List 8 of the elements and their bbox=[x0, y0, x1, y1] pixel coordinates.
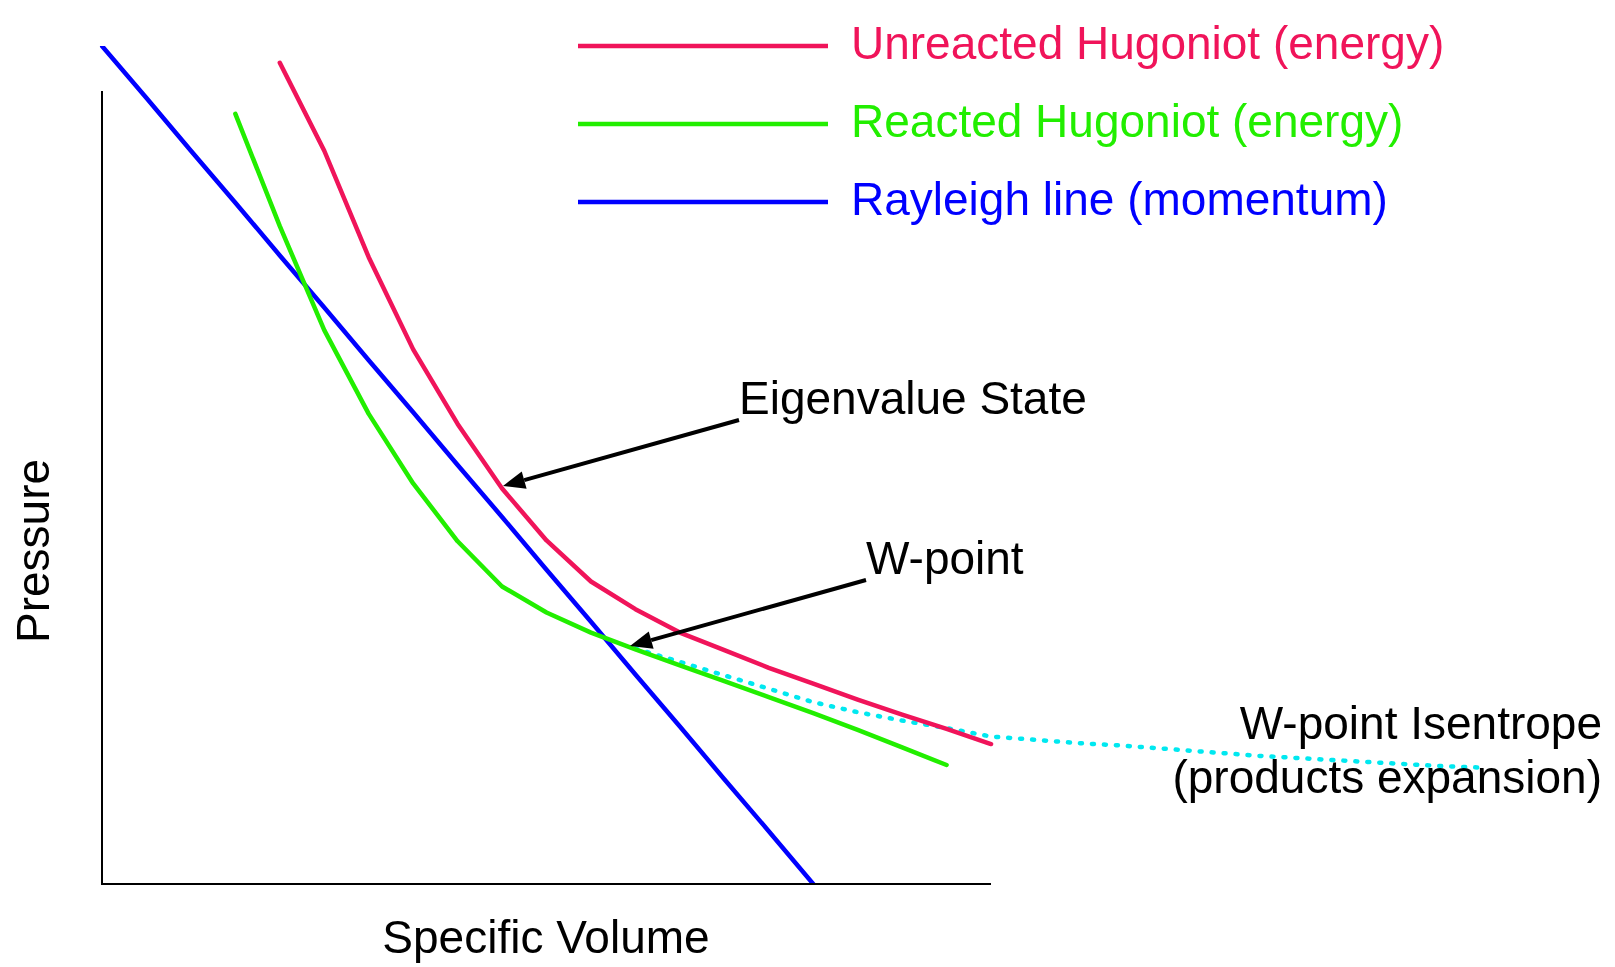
annotation: W-point bbox=[866, 531, 1024, 584]
text: Reacted Hugoniot (energy) bbox=[851, 94, 1404, 147]
text: Rayleigh line (momentum) bbox=[851, 172, 1388, 225]
series-label: W-point Isentrope (products expansion) bbox=[1172, 697, 1602, 804]
annotation: Eigenvalue State bbox=[739, 371, 1087, 424]
y-axis-title: Pressure bbox=[6, 458, 59, 644]
x-axis-title: Specific Volume bbox=[382, 910, 710, 963]
text: Unreacted Hugoniot (energy) bbox=[851, 16, 1445, 69]
